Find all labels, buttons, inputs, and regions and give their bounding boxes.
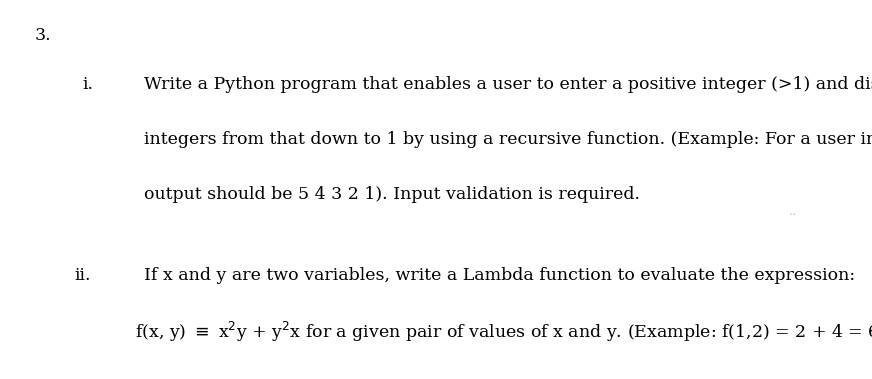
Text: Write a Python program that enables a user to enter a positive integer (>1) and : Write a Python program that enables a us… <box>144 76 872 93</box>
Text: integers from that down to 1 by using a recursive function. (Example: For a user: integers from that down to 1 by using a … <box>144 131 872 148</box>
Text: f(x, y) $\equiv$ x$^2$y + y$^2$x for a given pair of values of x and y. (Example: f(x, y) $\equiv$ x$^2$y + y$^2$x for a g… <box>135 320 872 345</box>
Text: ..: .. <box>789 207 796 216</box>
Text: ii.: ii. <box>74 267 91 284</box>
Text: If x and y are two variables, write a Lambda function to evaluate the expression: If x and y are two variables, write a La… <box>144 267 855 284</box>
Text: output should be 5 4 3 2 1). Input validation is required.: output should be 5 4 3 2 1). Input valid… <box>144 186 640 203</box>
Text: 3.: 3. <box>35 27 51 44</box>
Text: i.: i. <box>83 76 94 93</box>
